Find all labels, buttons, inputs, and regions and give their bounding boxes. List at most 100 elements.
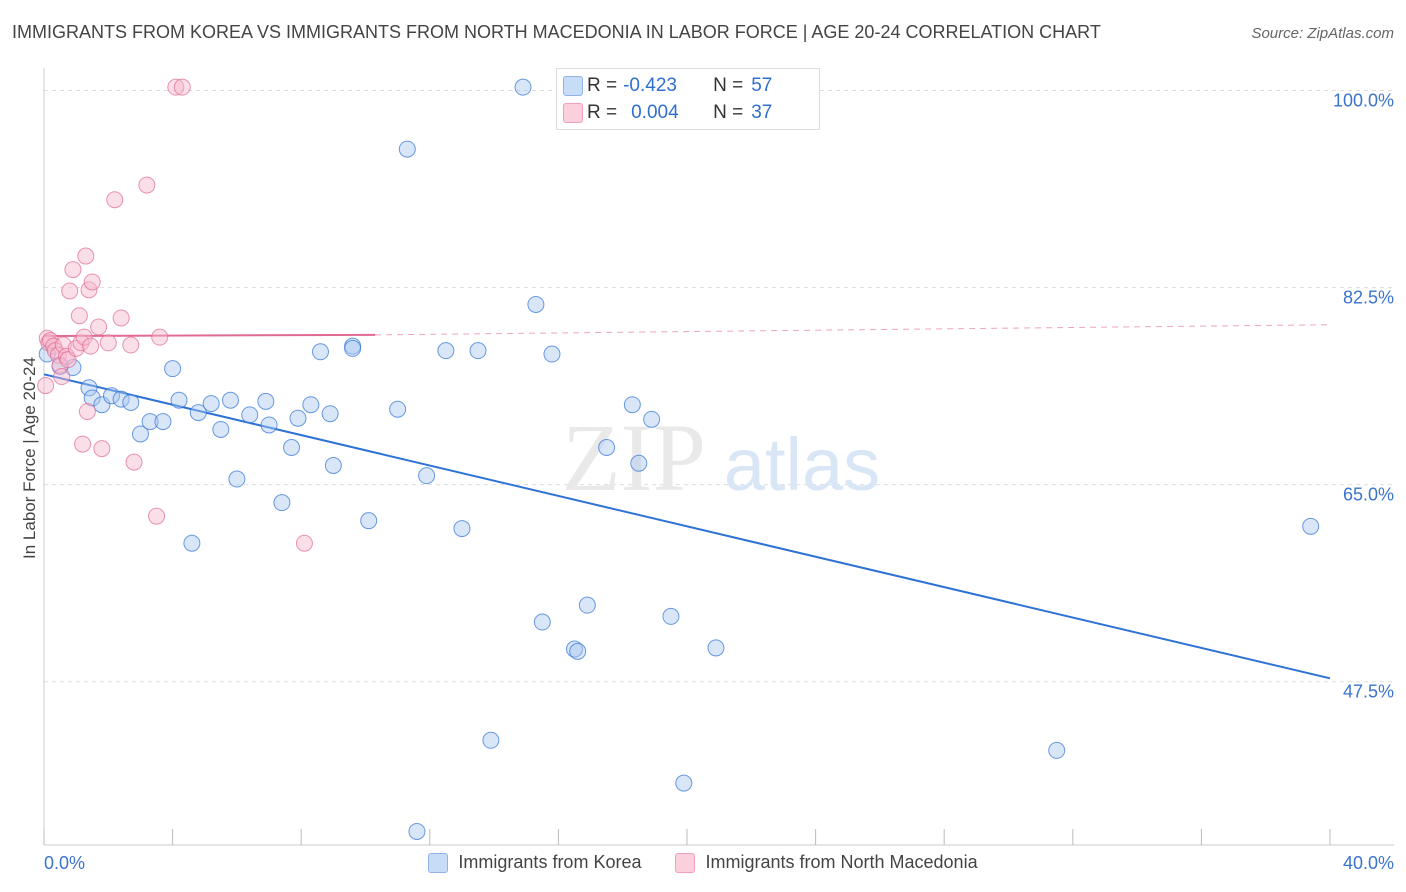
point-north-macedonia: [83, 273, 101, 291]
y-axis-label: In Labor Force | Age 20-24: [20, 357, 39, 559]
r-label: R =: [587, 75, 618, 96]
point-north-macedonia: [74, 435, 92, 453]
point-north-macedonia: [151, 328, 169, 346]
point-korea: [183, 534, 201, 552]
point-north-macedonia: [61, 282, 79, 300]
point-korea: [453, 520, 471, 538]
point-korea: [241, 406, 259, 424]
point-korea: [273, 494, 291, 512]
stats-swatch-korea: [563, 76, 583, 96]
chart-title: IMMIGRANTS FROM KOREA VS IMMIGRANTS FROM…: [12, 22, 1101, 42]
point-north-macedonia: [41, 332, 59, 350]
chart-legend: Immigrants from Korea Immigrants from No…: [0, 852, 1406, 873]
point-korea: [398, 140, 416, 158]
x-tick-label: 0.0%: [44, 853, 85, 873]
y-tick-label: 82.5%: [1343, 288, 1394, 308]
watermark-atlas: atlas: [724, 423, 880, 506]
point-korea: [260, 416, 278, 434]
point-korea: [154, 413, 172, 431]
point-korea: [302, 396, 320, 414]
point-korea: [324, 457, 342, 475]
point-north-macedonia: [99, 334, 117, 352]
point-korea: [578, 596, 596, 614]
point-north-macedonia: [37, 377, 55, 395]
point-korea: [1302, 517, 1320, 535]
point-korea: [112, 390, 130, 408]
point-north-macedonia: [173, 78, 191, 96]
point-korea: [360, 512, 378, 530]
watermark: ZIP atlas: [562, 404, 880, 511]
point-korea: [103, 387, 121, 405]
legend-item-north-macedonia[interactable]: Immigrants from North Macedonia: [675, 852, 978, 873]
point-north-macedonia: [78, 402, 96, 420]
point-north-macedonia: [64, 261, 82, 279]
y-tick-label: 100.0%: [1333, 91, 1394, 111]
point-north-macedonia: [70, 307, 88, 325]
trend-lines: [43, 324, 1331, 680]
axes: [43, 68, 1394, 846]
point-korea: [257, 392, 275, 410]
point-korea: [344, 339, 362, 357]
point-korea: [408, 822, 426, 840]
grid-lines: [44, 90, 1394, 683]
point-korea: [212, 420, 230, 438]
point-north-macedonia: [77, 247, 95, 265]
r-value: 0.004: [631, 102, 679, 123]
point-korea: [630, 454, 648, 472]
legend-item-korea[interactable]: Immigrants from Korea: [428, 852, 641, 873]
point-north-macedonia: [167, 78, 185, 96]
point-north-macedonia: [90, 318, 108, 336]
point-korea: [131, 425, 149, 443]
point-korea: [389, 400, 407, 418]
point-korea: [80, 379, 98, 397]
point-north-macedonia: [72, 334, 90, 352]
stats-row-north-macedonia: R = 0.004 N = 37: [563, 100, 773, 126]
point-korea: [164, 360, 182, 378]
point-korea: [122, 393, 140, 411]
point-korea: [83, 389, 101, 407]
point-korea: [170, 391, 188, 409]
point-north-macedonia: [53, 368, 71, 386]
stats-swatch-north-macedonia: [563, 103, 583, 123]
point-north-macedonia: [122, 336, 140, 354]
y-tick-label: 65.0%: [1343, 485, 1394, 505]
point-korea: [283, 438, 301, 456]
point-korea: [189, 404, 207, 422]
point-north-macedonia: [93, 440, 111, 458]
point-north-macedonia: [125, 453, 143, 471]
point-korea: [533, 613, 551, 631]
point-korea: [598, 438, 616, 456]
point-korea: [623, 396, 641, 414]
tick-labels: 100.0% 82.5% 65.0% 47.5% 0.0% 40.0%: [44, 91, 1394, 873]
r-label: R =: [587, 102, 618, 123]
legend-swatch-north-macedonia: [675, 852, 696, 873]
trend-line-extension: [375, 324, 1331, 336]
point-korea: [469, 342, 487, 360]
point-korea: [514, 78, 532, 96]
n-label: N =: [713, 75, 744, 96]
point-korea: [437, 342, 455, 360]
point-korea: [1048, 741, 1066, 759]
point-korea: [321, 405, 339, 423]
data-points: [37, 78, 1320, 840]
n-value: 37: [751, 102, 773, 123]
source-credit: Source: ZipAtlas.com: [1251, 25, 1394, 42]
point-north-macedonia: [75, 328, 93, 346]
trend-line: [43, 333, 376, 338]
point-north-macedonia: [106, 191, 124, 209]
x-tick-label: 40.0%: [1343, 853, 1394, 873]
point-korea: [228, 470, 246, 488]
point-north-macedonia: [295, 534, 313, 552]
point-korea: [141, 413, 159, 431]
point-korea: [569, 642, 587, 660]
trend-line: [43, 373, 1331, 680]
point-korea: [643, 410, 661, 428]
point-korea: [527, 295, 545, 313]
point-north-macedonia: [148, 507, 166, 525]
point-korea: [311, 343, 329, 361]
watermark-zip: ZIP: [562, 404, 706, 511]
stats-row-korea: R = -0.423 N = 57: [563, 73, 772, 99]
point-korea: [482, 731, 500, 749]
legend-label-north-macedonia: Immigrants from North Macedonia: [705, 852, 978, 872]
